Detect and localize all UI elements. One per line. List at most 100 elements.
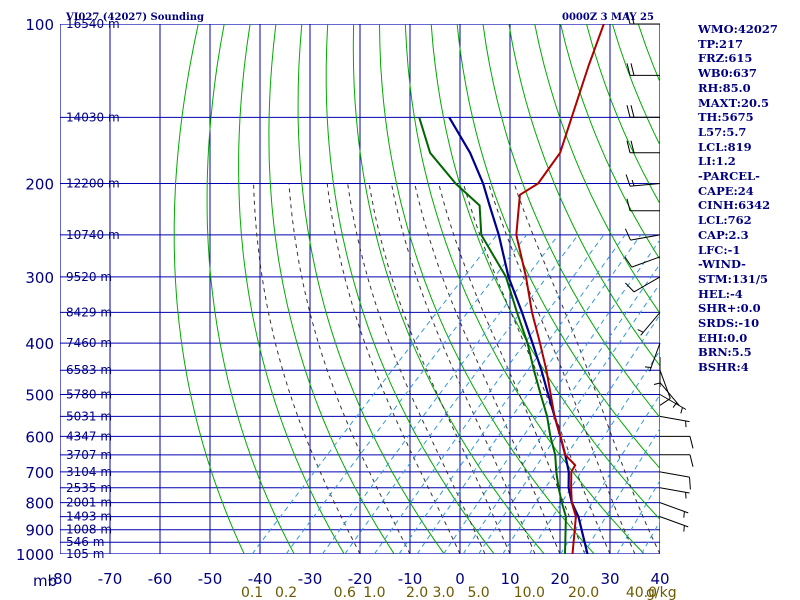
mixing-ratio-label: 1.0 bbox=[363, 585, 385, 600]
height-label: 1493 m bbox=[66, 510, 112, 524]
wind-barb-staff bbox=[659, 502, 689, 514]
temperature-tick-label: -20 bbox=[348, 570, 373, 588]
wind-barb bbox=[653, 357, 661, 387]
height-label: 2001 m bbox=[66, 496, 112, 510]
wind-barb-staff bbox=[659, 394, 687, 410]
pressure-tick-label: 900 bbox=[25, 522, 54, 540]
sounding-index-item: EHI:0.0 bbox=[698, 330, 748, 345]
sounding-profiles bbox=[418, 24, 605, 554]
mixing-ratio-line bbox=[398, 234, 626, 554]
sounding-index-item: LCL:762 bbox=[698, 213, 752, 228]
pressure-tick-label: 700 bbox=[25, 464, 54, 482]
wind-barb-flag bbox=[624, 256, 633, 268]
wind-barbs bbox=[624, 11, 694, 532]
temperature-tick-label: 20 bbox=[550, 570, 569, 588]
moist-adiabat-line bbox=[253, 183, 361, 554]
sounding-index-item: WMO:42027 bbox=[698, 22, 778, 36]
wind-barb-staff bbox=[649, 342, 661, 372]
datetime-title: 0000Z 3 MAY 25 bbox=[562, 12, 654, 23]
moist-adiabat-line bbox=[347, 183, 486, 554]
dry-adiabat-line bbox=[238, 24, 345, 554]
height-label: 105 m bbox=[66, 547, 104, 561]
height-label: 14030 m bbox=[66, 110, 120, 124]
sounding-index-item: -PARCEL- bbox=[698, 169, 760, 184]
wind-barb bbox=[624, 256, 661, 268]
temperature-tick-label: -60 bbox=[148, 570, 173, 588]
height-label: 6583 m bbox=[66, 363, 112, 377]
mixing-ratio-line bbox=[416, 234, 642, 554]
wind-barb-staff bbox=[630, 234, 661, 241]
moist-adiabat-line bbox=[368, 183, 511, 554]
pressure-tick-label: 200 bbox=[25, 176, 54, 194]
moist-adiabat-line bbox=[462, 183, 611, 554]
wind-barb-staff bbox=[631, 256, 661, 268]
mixing-ratio-line bbox=[583, 427, 660, 554]
wind-barb-staff bbox=[630, 183, 661, 187]
mixing-ratio-label: 5.0 bbox=[467, 585, 489, 600]
dry-adiabat-line bbox=[794, 24, 800, 554]
mixing-ratio-line bbox=[502, 313, 660, 554]
sounding-index-item: CAPE:24 bbox=[698, 183, 754, 198]
wind-barb bbox=[625, 174, 661, 187]
sounding-index-item: CINH:6342 bbox=[698, 198, 771, 213]
pressure-tick-label: 100 bbox=[25, 16, 54, 34]
mixing-ratio-label: 20.0 bbox=[568, 585, 599, 600]
plot-grid bbox=[60, 24, 800, 554]
height-label: 546 m bbox=[66, 535, 104, 549]
mixing-ratio-label: 0.6 bbox=[334, 585, 356, 600]
sounding-index-item: LFC:-1 bbox=[698, 242, 741, 257]
temperature-tick-label: 10 bbox=[500, 570, 519, 588]
height-label: 9520 m bbox=[66, 270, 112, 284]
wind-barb-flag bbox=[626, 63, 631, 76]
moist-adiabat-line bbox=[438, 183, 586, 554]
height-label: 5780 m bbox=[66, 388, 112, 402]
height-label: 1008 m bbox=[66, 523, 112, 537]
sounding-index-item: -WIND- bbox=[698, 257, 746, 272]
wind-barb-flag bbox=[626, 198, 631, 211]
sounding-index-item: TH:5675 bbox=[698, 110, 754, 125]
temperature-tick-label: 0 bbox=[455, 570, 465, 588]
wind-barb bbox=[637, 312, 661, 336]
wind-barb bbox=[660, 454, 694, 467]
height-label: 5031 m bbox=[66, 409, 112, 423]
sounding-index-item: STM:131/5 bbox=[698, 271, 769, 286]
height-label: 4347 m bbox=[66, 429, 112, 443]
wind-barb-half-flag bbox=[653, 382, 661, 385]
wind-barb bbox=[626, 140, 660, 154]
sounding-index-item: LCL:819 bbox=[698, 139, 752, 154]
dry-adiabat-line bbox=[325, 24, 495, 554]
wind-barb bbox=[626, 63, 660, 76]
wind-barb-half-flag bbox=[680, 407, 683, 414]
moist-adiabat-line bbox=[326, 183, 461, 554]
wind-barb bbox=[659, 471, 691, 490]
mixing-ratio-line bbox=[528, 349, 660, 554]
wind-barb-flag bbox=[630, 140, 635, 153]
mixing-ratio-line bbox=[462, 263, 660, 554]
dry-adiabat-line bbox=[430, 24, 660, 521]
temperature-tick-label: 40 bbox=[650, 570, 669, 588]
height-label: 3707 m bbox=[66, 448, 112, 462]
wind-barb bbox=[659, 487, 690, 499]
height-label: 3104 m bbox=[66, 465, 112, 479]
dry-adiabat-line bbox=[173, 24, 245, 554]
temperature-tick-label: -30 bbox=[298, 570, 323, 588]
mixing-ratio-line bbox=[443, 239, 660, 554]
sounding-index-item: RH:85.0 bbox=[698, 80, 751, 95]
moist-adiabat-line bbox=[414, 183, 561, 554]
height-label: 2535 m bbox=[66, 481, 112, 495]
wind-barb-half-flag bbox=[683, 511, 685, 518]
wind-barb-half-flag bbox=[631, 179, 635, 186]
wind-barb-staff bbox=[659, 471, 690, 478]
wind-barb-flag bbox=[689, 477, 691, 490]
dry-adiabat-line bbox=[297, 24, 445, 554]
sounding-index-item: TP:217 bbox=[698, 36, 744, 51]
mixing-ratio-line bbox=[321, 234, 559, 554]
wind-barb-flag bbox=[626, 11, 631, 25]
temperature-tick-label: -40 bbox=[248, 570, 273, 588]
mixing-ratio-label: 0.2 bbox=[275, 585, 297, 600]
sounding-index-item: MAXT:20.5 bbox=[698, 95, 769, 110]
height-labels: 16540 m 14030 m 12200 m 10740 m 9520 m 8429 m… bbox=[66, 17, 120, 561]
dry-adiabat-line bbox=[379, 24, 595, 554]
wind-barb-staff bbox=[659, 516, 689, 528]
